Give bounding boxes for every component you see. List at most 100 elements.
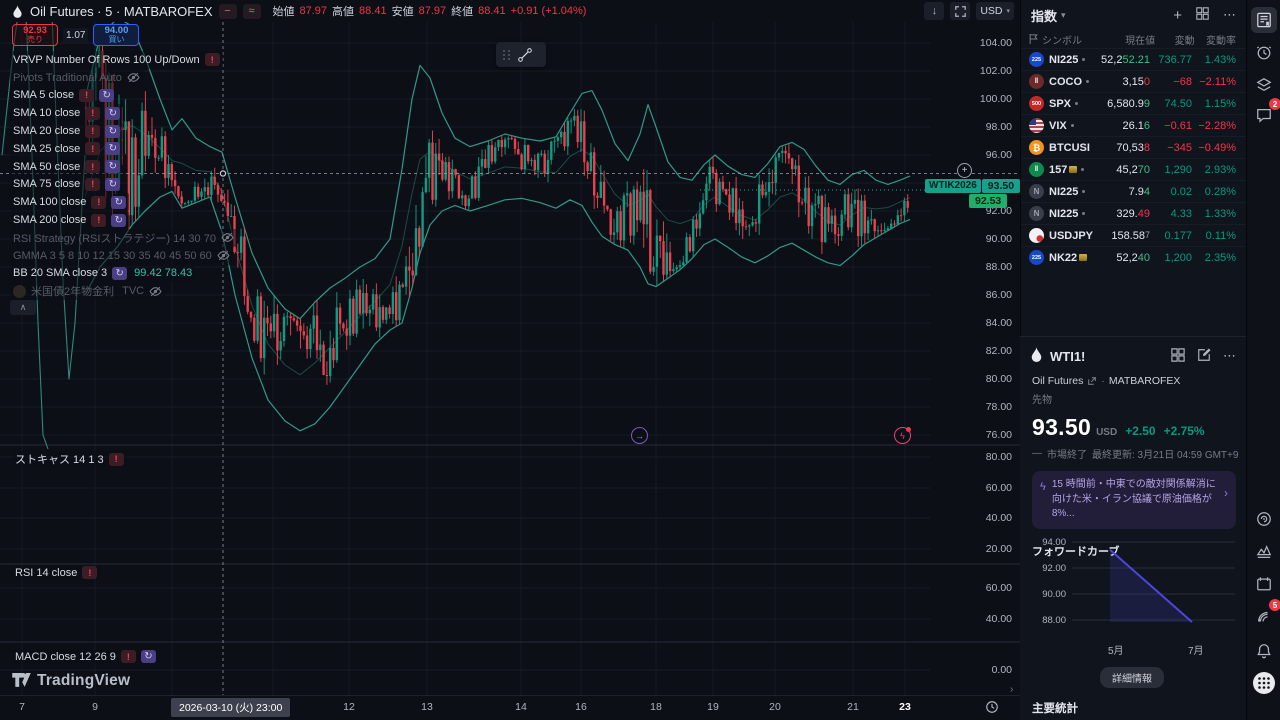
watchlist-row[interactable]: 225 NI225 52,252.21 736.77 1.43% (1021, 48, 1246, 70)
watchlist-row[interactable]: ‖ COCO 3,150 −68 −2.11% (1021, 70, 1246, 92)
event-marker-arrow[interactable]: → (631, 427, 648, 444)
alerts-clock-icon[interactable] (1251, 40, 1277, 66)
sell-button[interactable]: 92.93 売り (12, 24, 58, 46)
watchlist-row[interactable]: 500 SPX 6,580.99 74.50 1.15% (1021, 92, 1246, 114)
legend-item-pivots[interactable]: Pivots Traditional Auto (10, 68, 143, 87)
error-icon[interactable]: ! (85, 177, 101, 191)
error-icon[interactable]: ! (82, 566, 98, 579)
apps-grid-icon[interactable] (1251, 670, 1277, 696)
legend-item-sma50[interactable]: SMA 50 close! ↻ (10, 157, 124, 176)
error-icon[interactable]: ! (85, 142, 101, 156)
detail-menu-button[interactable]: ⋯ (1223, 348, 1236, 363)
fullscreen-button[interactable] (950, 2, 971, 20)
legend-item-sma100[interactable]: SMA 100 close! ↻ (10, 193, 130, 212)
panel-collapse-chevron[interactable]: › (1010, 684, 1014, 695)
symbol-icon: 225 (1029, 52, 1044, 67)
approx-icon[interactable]: ≈ (242, 3, 261, 19)
legend-item-bb[interactable]: BB 20 SMA close 3 ↻ 99.42 78.43 (10, 264, 196, 283)
loading-icon[interactable]: ↻ (99, 88, 115, 102)
legend-item-us2y[interactable]: 米国債2年物金利 TVC (10, 282, 166, 301)
event-marker-news[interactable]: ϟ (894, 427, 911, 444)
forward-curve-chart: 94.00 92.00 90.00 88.00 (1042, 537, 1235, 626)
details-button[interactable]: 詳細情報 (1100, 667, 1164, 688)
legend-item-rsi-strategy[interactable]: RSI Strategy (RSIストラテジー) 14 30 70 (10, 228, 237, 247)
watchlist-row[interactable]: ₿ BTCUSI 70,538 −345 −0.49% (1021, 136, 1246, 158)
layout-grid-button[interactable] (1171, 347, 1185, 365)
watchlist-menu-button[interactable]: ⋯ (1223, 7, 1236, 22)
legend-item-gmma[interactable]: GMMA 3 5 8 10 12 15 30 35 40 45 50 60 (10, 246, 233, 265)
chat-icon[interactable]: 2 (1251, 98, 1280, 128)
right-toolbar: 2 5 (1246, 0, 1280, 720)
svg-text:92.00: 92.00 (1042, 563, 1066, 574)
price-axis[interactable]: 104.00102.00100.0098.0096.0094.0092.0090… (930, 0, 1020, 695)
error-icon[interactable]: ! (120, 650, 136, 663)
rsi-pane-label[interactable]: RSI 14 close! (12, 566, 101, 579)
grid-view-button[interactable] (1196, 7, 1209, 23)
time-axis[interactable]: 2026-03-10 (火) 23:00 7 9 12 13 14 16 18 19 20 21 2… (0, 695, 1020, 720)
tradingview-logo[interactable]: TradingView (12, 672, 130, 690)
download-button[interactable]: ↓ (924, 2, 945, 20)
data-window-layers-icon[interactable] (1251, 72, 1277, 98)
loading-icon[interactable]: ↻ (105, 160, 121, 174)
symbol-icon: N (1029, 184, 1044, 199)
trade-panel: 92.93 売り 1.07 94.00 買い (12, 24, 140, 46)
currency-selector[interactable]: USD ▾ (976, 2, 1014, 20)
legend-item-sma75[interactable]: SMA 75 close! ↻ (10, 175, 124, 194)
watchlist-row[interactable]: VIX 26.16 −0.61 −2.28% (1021, 114, 1246, 136)
watchlist-row[interactable]: ‖ 157 45,270 1,290 2.93% (1021, 158, 1246, 180)
loading-icon[interactable]: ↻ (105, 124, 121, 138)
news-banner[interactable]: ϟ 15 時間前・中東での敵対関係解消に向けた米・イラン協議で原油価格が8%..… (1032, 471, 1236, 529)
symbol-title[interactable]: Oil Futures · 5 · MATBAROFEX (30, 3, 213, 19)
ideas-icon[interactable] (1251, 539, 1277, 565)
legend-item-sma20[interactable]: SMA 20 close! ↻ (10, 122, 124, 140)
loading-icon[interactable]: ↻ (140, 650, 156, 663)
legend-item-sma5[interactable]: SMA 5 close! ↻ (10, 86, 118, 105)
legend-item-sma200[interactable]: SMA 200 close! ↻ (10, 211, 130, 229)
trendline-tool-icon[interactable] (516, 46, 534, 64)
error-icon[interactable]: ! (91, 213, 107, 227)
floating-draw-toolbar[interactable] (496, 42, 546, 67)
add-symbol-button[interactable]: + (1173, 6, 1182, 24)
detail-change: +2.50 (1125, 424, 1156, 438)
error-icon[interactable]: ! (91, 195, 107, 209)
loading-icon[interactable]: ↻ (111, 195, 127, 209)
loading-icon[interactable]: ↻ (105, 106, 121, 120)
external-link-icon[interactable] (1087, 376, 1097, 386)
watchlist-row[interactable]: N NI225 329.49 4.33 1.33% (1021, 202, 1246, 224)
error-icon[interactable]: ! (85, 124, 101, 138)
loading-icon[interactable]: ↻ (111, 213, 127, 227)
loading-icon[interactable]: ↻ (105, 142, 121, 156)
detail-symbol[interactable]: WTI1! (1050, 348, 1086, 364)
error-icon[interactable]: ! (204, 53, 220, 67)
loading-icon[interactable]: ↻ (112, 266, 128, 280)
legend-item-sma25[interactable]: SMA 25 close! ↻ (10, 139, 124, 158)
hotlists-radar-icon[interactable] (1251, 506, 1277, 532)
price-tick: 40.00 (985, 512, 1012, 524)
legend-item-vrvp[interactable]: VRVP Number Of Rows 100 Up/Down! (10, 51, 223, 69)
time-axis-settings-icon[interactable] (985, 700, 999, 714)
watchlist-row[interactable]: USDJPY 158.587 0.177 0.11% (1021, 224, 1246, 246)
buy-button[interactable]: 94.00 買い (93, 24, 140, 46)
edit-button[interactable] (1197, 347, 1211, 365)
error-icon[interactable]: ! (108, 452, 124, 466)
watchlist-row[interactable]: 225 NK22 52,240 1,200 2.35% (1021, 246, 1246, 268)
drag-handle-icon[interactable] (503, 49, 511, 60)
legend-item-sma10[interactable]: SMA 10 close! ↻ (10, 104, 124, 123)
crosshair-plus-icon[interactable]: + (957, 163, 972, 178)
watchlist-row[interactable]: N NI225 7.94 0.02 0.28% (1021, 180, 1246, 202)
streams-signal-icon[interactable]: 5 (1251, 599, 1280, 629)
error-icon[interactable]: ! (85, 160, 101, 174)
watchlist-tab-icon[interactable] (1251, 7, 1277, 33)
error-icon[interactable]: ! (85, 106, 101, 120)
open-label: 始値 (272, 6, 295, 18)
legend-collapse-button[interactable]: ∧ (10, 300, 36, 315)
notifications-bell-icon[interactable] (1251, 638, 1277, 664)
calendar-icon[interactable] (1251, 571, 1277, 597)
stoch-pane-label[interactable]: ストキャス 14 1 3! (12, 451, 127, 467)
error-icon[interactable]: ! (79, 88, 95, 102)
macd-pane-label[interactable]: MACD close 12 26 9! ↻ (12, 650, 159, 663)
loading-icon[interactable]: ↻ (105, 177, 121, 191)
minus-interval-icon[interactable]: − (218, 3, 237, 19)
market-name[interactable]: Oil Futures (1032, 375, 1084, 387)
watchlist-title[interactable]: 指数 ▾ (1031, 8, 1066, 24)
